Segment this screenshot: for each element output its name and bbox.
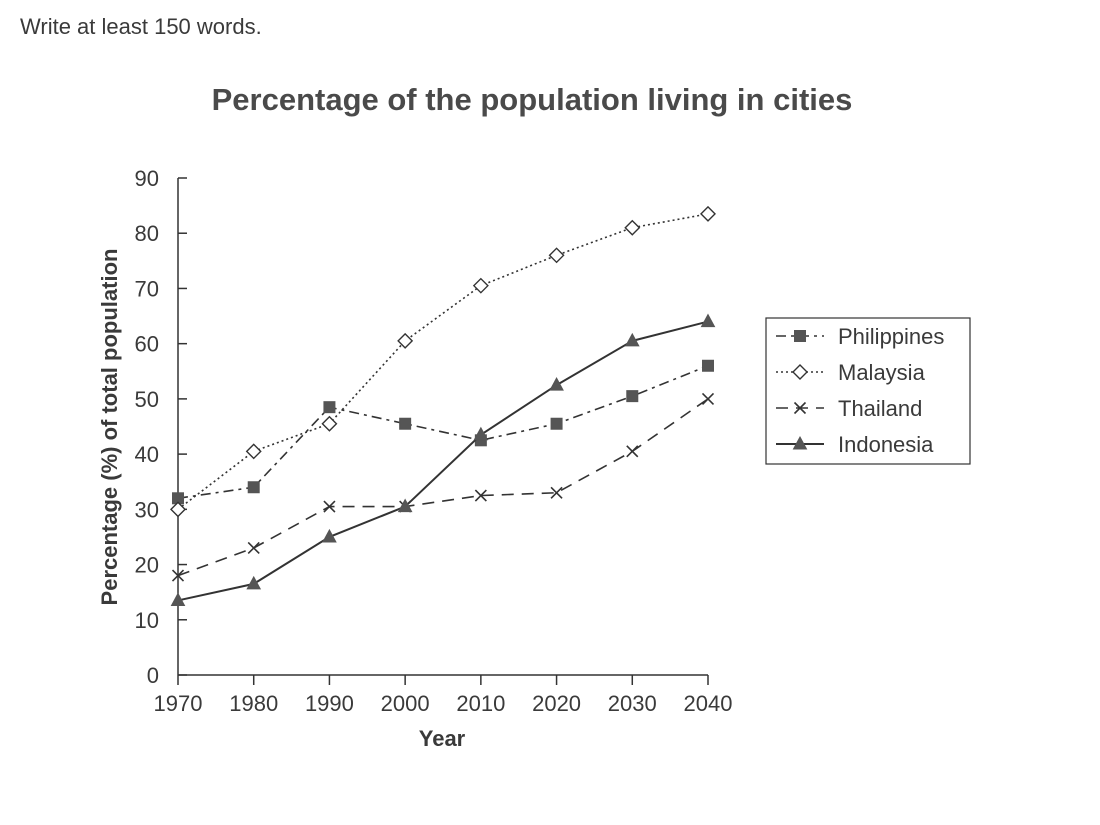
philippines-marker — [702, 359, 714, 372]
indonesia-marker — [397, 498, 413, 513]
philippines-marker — [626, 390, 639, 403]
indonesia-marker — [700, 313, 716, 328]
instruction-text: Write at least 150 words. — [20, 14, 262, 39]
indonesia-line — [177, 320, 709, 602]
malaysia-marker — [624, 219, 641, 236]
x-tick-label: 1980 — [229, 691, 278, 716]
legend-label-philippines: Philippines — [838, 324, 944, 349]
legend: Philippines Malaysia Thailand Indonesia — [765, 317, 971, 465]
indonesia-marker — [170, 592, 186, 606]
thailand-line — [177, 398, 709, 577]
legend-thailand-marker — [793, 401, 807, 415]
indonesia-marker — [624, 332, 640, 347]
malaysia-marker — [321, 415, 338, 432]
malaysia-line — [177, 213, 709, 510]
malaysia-marker — [472, 277, 489, 294]
x-tick-label: 2020 — [532, 691, 581, 716]
malaysia-marker — [170, 501, 186, 518]
x-tick-label: 1970 — [154, 691, 203, 716]
legend-label-indonesia: Indonesia — [838, 432, 934, 457]
legend-item-philippines: Philippines — [776, 324, 944, 349]
x-tick-label: 2010 — [456, 691, 505, 716]
thailand-marker — [247, 541, 260, 555]
malaysia-marker — [245, 443, 262, 460]
malaysia-marker — [397, 332, 414, 349]
x-tick-label: 2000 — [381, 691, 430, 716]
series-malaysia — [170, 205, 716, 518]
y-tick-label: 80 — [135, 221, 159, 246]
legend-philippines-marker — [794, 330, 806, 342]
y-tick-label: 70 — [135, 276, 159, 301]
legend-label-malaysia: Malaysia — [838, 360, 926, 385]
y-tick-label: 10 — [135, 608, 159, 633]
indonesia-marker — [322, 528, 337, 543]
legend-item-indonesia: Indonesia — [776, 432, 934, 457]
legend-item-malaysia: Malaysia — [776, 360, 926, 385]
thailand-marker — [171, 569, 185, 582]
thailand-marker — [550, 486, 563, 499]
indonesia-marker — [549, 377, 564, 391]
thailand-marker — [323, 500, 336, 513]
legend-indonesia-marker — [792, 435, 808, 450]
series-layer — [170, 205, 716, 606]
philippines-line — [177, 365, 709, 500]
chart-title: Percentage of the population living in c… — [212, 82, 853, 117]
thailand-marker — [701, 392, 715, 405]
y-tick-label: 50 — [135, 387, 159, 412]
y-tick-label: 30 — [135, 497, 159, 522]
y-tick-label: 60 — [135, 332, 159, 357]
malaysia-marker — [548, 247, 565, 264]
x-tick-label: 1990 — [305, 691, 354, 716]
y-tick-label: 40 — [135, 442, 159, 467]
indonesia-marker — [246, 575, 262, 590]
series-indonesia — [170, 313, 716, 606]
y-tick-label: 20 — [135, 553, 159, 578]
legend-malaysia-marker — [792, 364, 808, 380]
indonesia-marker — [473, 426, 489, 441]
y-tick-label: 90 — [135, 166, 159, 191]
malaysia-marker — [700, 205, 716, 222]
legend-label-thailand: Thailand — [838, 396, 922, 421]
x-axis-title: Year — [419, 726, 466, 751]
philippines-marker — [550, 417, 563, 430]
philippines-marker — [247, 481, 260, 494]
y-tick-label: 0 — [147, 663, 159, 688]
series-philippines — [172, 359, 714, 505]
thailand-marker — [474, 489, 487, 502]
thailand-marker — [626, 445, 639, 458]
philippines-marker — [399, 417, 412, 430]
x-tick-label: 2030 — [608, 691, 657, 716]
y-axis-title: Percentage (%) of total population — [97, 249, 122, 606]
legend-item-thailand: Thailand — [776, 396, 922, 421]
x-tick-label: 2040 — [684, 691, 733, 716]
philippines-marker — [323, 401, 336, 414]
